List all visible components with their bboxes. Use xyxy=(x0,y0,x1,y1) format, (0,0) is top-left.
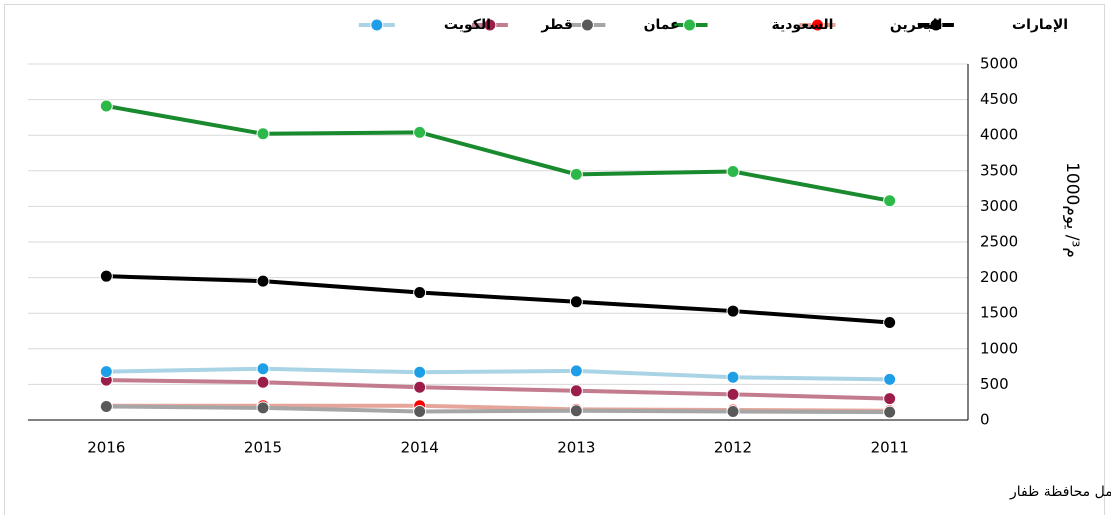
marker xyxy=(726,404,740,418)
chart-frame xyxy=(4,4,1105,519)
y-tick-label: 5000 xyxy=(980,55,1018,73)
y-tick-label: 2500 xyxy=(980,233,1018,251)
legend-marker xyxy=(580,18,594,32)
marker xyxy=(883,405,897,419)
legend-label: الكويت xyxy=(444,17,491,33)
legend-label: قطر xyxy=(540,17,573,33)
marker xyxy=(569,404,583,418)
marker xyxy=(413,404,427,418)
marker xyxy=(413,380,427,394)
x-tick-label: 2011 xyxy=(871,439,909,457)
y-tick-label: 500 xyxy=(980,375,1009,393)
marker xyxy=(99,365,113,379)
legend-label: الإمارات xyxy=(1012,17,1068,33)
marker xyxy=(256,274,270,288)
series-line xyxy=(106,274,890,325)
marker xyxy=(569,167,583,181)
legend-label: عمان xyxy=(644,17,680,33)
x-tick-label: 2012 xyxy=(714,439,752,457)
y-tick-label: 0 xyxy=(980,411,990,429)
y-tick-label: 3000 xyxy=(980,197,1018,215)
marker xyxy=(99,399,113,413)
legend-label: البحرين xyxy=(890,17,942,33)
y-axis-label: 1000م³/ يوم xyxy=(1062,162,1082,258)
series-line xyxy=(106,404,890,415)
legend-marker xyxy=(483,18,497,32)
y-tick-label: 1500 xyxy=(980,304,1018,322)
note: بيانات عمان لا تشمل محافظة ظفار xyxy=(1009,484,1111,500)
marker xyxy=(569,384,583,398)
y-tick-label: 3500 xyxy=(980,161,1018,179)
marker xyxy=(413,125,427,139)
legend-marker xyxy=(370,18,384,32)
y-tick-label: 1000 xyxy=(980,339,1018,357)
legend-marker xyxy=(810,18,824,32)
x-tick-label: 2014 xyxy=(401,439,439,457)
legend-label: السعودية xyxy=(771,17,833,33)
marker xyxy=(726,165,740,179)
x-tick-label: 2015 xyxy=(244,439,282,457)
legend-marker xyxy=(683,18,697,32)
marker xyxy=(726,370,740,384)
y-tick-label: 2000 xyxy=(980,268,1018,286)
marker xyxy=(99,99,113,113)
marker xyxy=(726,387,740,401)
marker xyxy=(256,401,270,415)
x-tick-label: 2013 xyxy=(557,439,595,457)
y-tick-label: 4000 xyxy=(980,126,1018,144)
marker xyxy=(883,392,897,406)
legend-marker xyxy=(929,18,943,32)
marker xyxy=(883,372,897,386)
marker xyxy=(413,286,427,300)
series-line xyxy=(105,104,891,203)
marker xyxy=(256,375,270,389)
marker xyxy=(883,315,897,329)
marker xyxy=(256,362,270,376)
marker xyxy=(99,269,113,283)
series-line xyxy=(106,366,890,382)
marker xyxy=(569,295,583,309)
marker xyxy=(256,127,270,141)
marker xyxy=(883,194,897,208)
y-tick-label: 4500 xyxy=(980,90,1018,108)
marker xyxy=(569,364,583,378)
marker xyxy=(726,304,740,318)
marker xyxy=(413,365,427,379)
series-line xyxy=(106,378,890,401)
x-tick-label: 2016 xyxy=(87,439,125,457)
